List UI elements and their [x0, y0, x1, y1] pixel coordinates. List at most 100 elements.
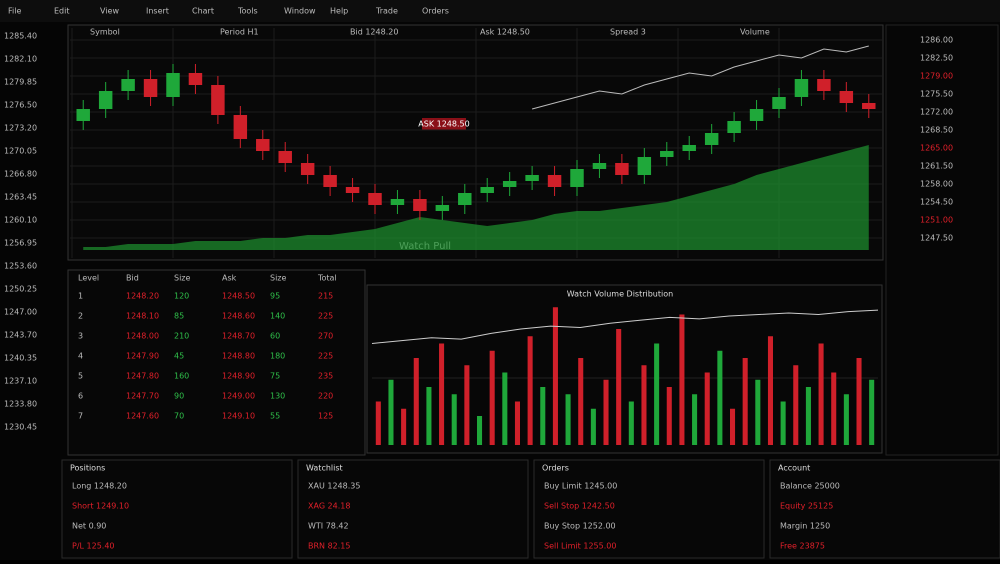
table-cell: 1248.00 [126, 332, 159, 341]
volume-bar [439, 343, 445, 445]
table-cell: 1247.70 [126, 392, 159, 401]
table-cell: 2 [78, 312, 83, 321]
candle-body [592, 163, 607, 169]
bottom-panel [297, 459, 529, 559]
volume-bar [843, 394, 849, 445]
candle-body [660, 151, 674, 157]
sidebar-value: 1233.80 [4, 400, 37, 409]
panel-row: Short 1249.10 [72, 502, 129, 511]
candle-body [233, 115, 248, 139]
sidebar-value: 1247.00 [4, 308, 37, 317]
candle-body [323, 175, 337, 187]
candle-body [143, 79, 158, 97]
volume-bar [755, 379, 761, 445]
table-header: Size [174, 274, 191, 283]
table-panel [67, 269, 366, 456]
volume-bar [780, 401, 786, 445]
price-label: ASK 1248.50 [418, 120, 469, 129]
sidebar-value: 1260.10 [4, 216, 37, 225]
panel-row: Sell Limit 1255.00 [544, 542, 616, 551]
table-cell: 1247.60 [126, 412, 159, 421]
panel-row: Buy Limit 1245.00 [544, 482, 617, 491]
volume-bar [552, 307, 558, 445]
price-axis-label: 1286.00 [920, 36, 953, 45]
candle-body [637, 157, 652, 175]
volume-bar [527, 336, 533, 445]
table-cell: 95 [270, 292, 280, 301]
panel-row: WTI 78.42 [308, 522, 349, 531]
volume-bar [704, 372, 710, 445]
volume-title: Watch Volume Distribution [567, 290, 673, 299]
panel-row: Long 1248.20 [72, 482, 127, 491]
panel-row: Equity 25125 [780, 502, 833, 511]
volume-bar [464, 365, 470, 445]
sidebar-value: 1273.20 [4, 124, 37, 133]
sidebar-value: 1237.10 [4, 377, 37, 386]
menu-item[interactable]: File [8, 7, 21, 16]
price-axis-label: 1254.50 [920, 198, 953, 207]
price-axis-label: 1265.00 [920, 144, 953, 153]
candle-body [794, 79, 809, 97]
volume-bar [413, 358, 419, 445]
volume-bar [641, 365, 647, 445]
sidebar-value: 1279.85 [4, 78, 37, 87]
volume-bar [489, 350, 495, 445]
table-cell: 225 [318, 352, 333, 361]
table-cell: 75 [270, 372, 280, 381]
table-cell: 225 [318, 312, 333, 321]
table-header: Bid [126, 274, 139, 283]
menu-item[interactable]: Tools [237, 7, 258, 16]
candle-body [211, 85, 225, 115]
sidebar-value: 1282.10 [4, 55, 37, 64]
table-cell: 4 [78, 352, 83, 361]
candle-body [547, 175, 562, 187]
table-cell: 1248.60 [222, 312, 255, 321]
table-cell: 70 [174, 412, 184, 421]
bottom-panel [533, 459, 765, 559]
table-cell: 3 [78, 332, 83, 341]
volume-bar [616, 329, 622, 445]
table-cell: 210 [174, 332, 189, 341]
menu-item[interactable]: View [100, 7, 119, 16]
sidebar-value: 1263.45 [4, 193, 37, 202]
menu-item[interactable]: Insert [146, 7, 169, 16]
price-axis-label: 1282.50 [920, 54, 953, 63]
table-cell: 120 [174, 292, 189, 301]
menu-item[interactable]: Help [330, 7, 348, 16]
table-cell: 90 [174, 392, 184, 401]
table-cell: 270 [318, 332, 333, 341]
candle-body [300, 163, 315, 175]
price-axis-label: 1275.50 [920, 90, 953, 99]
volume-bar [793, 365, 799, 445]
volume-bar [426, 387, 432, 445]
panel-row: P/L 125.40 [72, 542, 115, 551]
menu-item[interactable]: Window [284, 7, 316, 16]
toolbar [0, 0, 1000, 22]
candle-body [76, 109, 90, 121]
price-axis-label: 1268.50 [920, 126, 953, 135]
table-cell: 1248.20 [126, 292, 159, 301]
panel-row: BRN 82.15 [308, 542, 350, 551]
price-label-bg [422, 118, 466, 130]
candle-body [390, 199, 405, 205]
table-cell: 1247.90 [126, 352, 159, 361]
candle-body [166, 73, 180, 97]
volume-bar [590, 408, 596, 445]
volume-bar [767, 336, 774, 445]
table-cell: 215 [318, 292, 333, 301]
candle-body [458, 193, 472, 205]
table-cell: 1 [78, 292, 83, 301]
menu-item[interactable]: Trade [375, 7, 398, 16]
sidebar-value: 1230.45 [4, 423, 37, 432]
table-cell: 6 [78, 392, 83, 401]
table-cell: 1248.80 [222, 352, 255, 361]
table-cell: 7 [78, 412, 83, 421]
panel-title: Watchlist [306, 464, 343, 473]
menu-item[interactable]: Orders [422, 7, 449, 16]
menu-item[interactable]: Chart [192, 7, 214, 16]
panel-row: Margin 1250 [780, 522, 830, 531]
sidebar-value: 1256.95 [4, 239, 37, 248]
menu-item[interactable]: Edit [54, 7, 70, 16]
table-cell: 45 [174, 352, 184, 361]
table-cell: 85 [174, 312, 184, 321]
